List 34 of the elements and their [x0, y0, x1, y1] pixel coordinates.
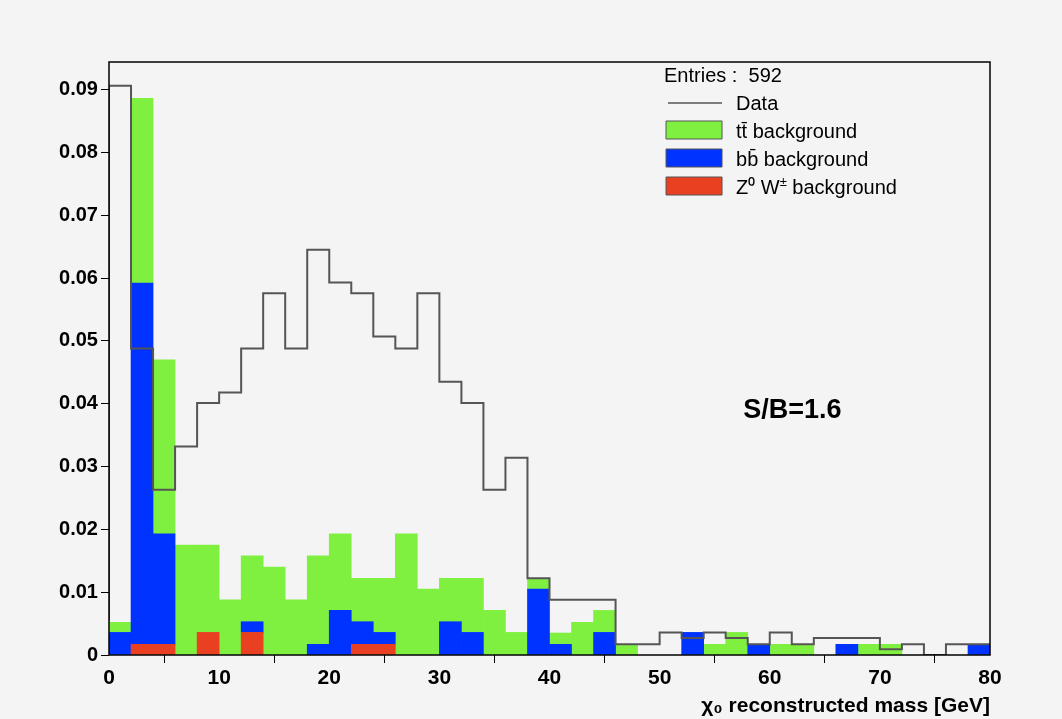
bar	[593, 632, 616, 655]
x-tick-label: 0	[103, 665, 115, 689]
x-tick-label: 10	[207, 665, 231, 689]
x-axis-title: χ₀ reconstructed mass [GeV]	[701, 693, 990, 717]
y-tick-label: 0.07	[59, 202, 98, 225]
bar	[152, 359, 176, 535]
bar	[196, 632, 220, 655]
x-tick-label: 70	[868, 665, 892, 689]
legend-label: Data	[736, 92, 780, 114]
legend-label: tt̄ background	[736, 120, 858, 142]
legend-label: Z⁰ W± background	[736, 174, 897, 198]
legend-title: Entries : 592	[664, 64, 782, 86]
bar	[527, 578, 550, 590]
bar	[835, 643, 859, 655]
y-tick-label: 0.08	[59, 139, 98, 162]
bar	[240, 632, 264, 655]
bar	[130, 98, 154, 284]
bar	[240, 621, 264, 633]
x-tick-label: 80	[978, 665, 1002, 689]
y-tick-label: 0.05	[59, 328, 98, 351]
y-tick-label: 0.03	[59, 454, 98, 477]
y-tick-label: 0.06	[59, 265, 98, 288]
x-tick-label: 30	[427, 665, 452, 689]
legend-label: bb̄ background	[736, 147, 869, 170]
y-tick-label: 0.04	[59, 391, 99, 414]
x-tick-label: 20	[317, 665, 341, 689]
y-tick-label: 0.09	[59, 77, 98, 100]
y-tick-label: 0.01	[59, 579, 98, 602]
y-tick-label: 0.02	[59, 516, 98, 539]
x-tick-label: 50	[647, 665, 672, 689]
y-tick-label: 0	[86, 642, 98, 665]
x-tick-label: 40	[537, 665, 562, 689]
x-tick-label: 60	[758, 665, 782, 689]
annotation: S/B=1.6	[743, 393, 842, 424]
